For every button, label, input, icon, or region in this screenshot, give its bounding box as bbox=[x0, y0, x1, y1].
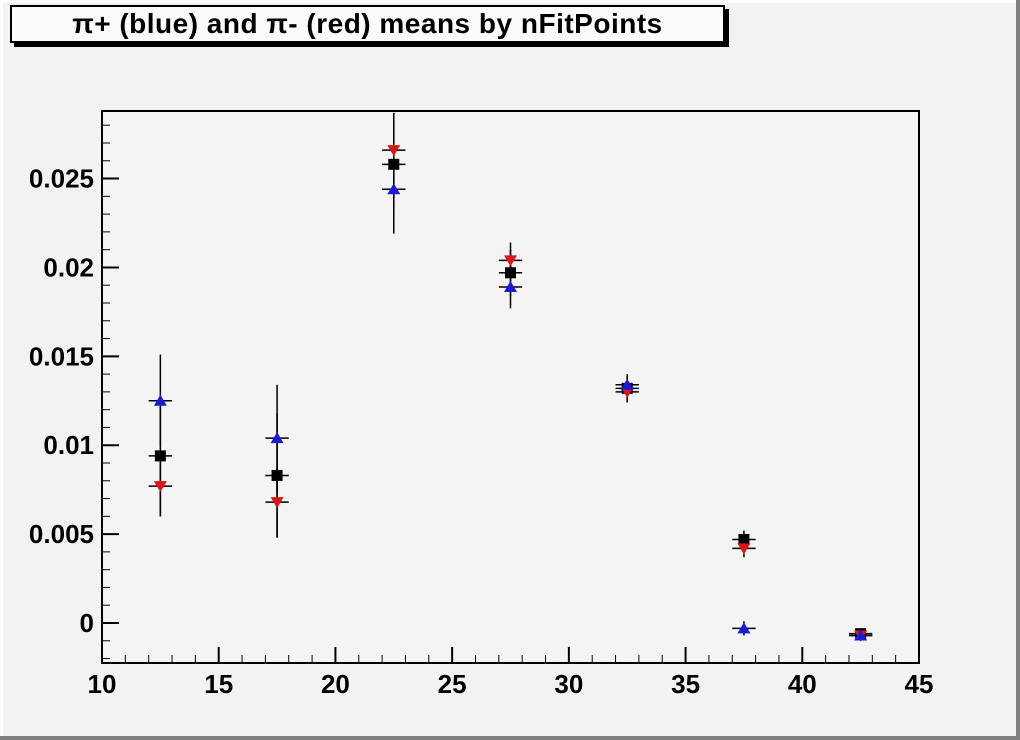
marker-triangle-up bbox=[270, 432, 284, 444]
marker-square bbox=[738, 533, 750, 545]
marker-triangle-up bbox=[620, 378, 634, 390]
canvas-bevel-right bbox=[1016, 0, 1020, 740]
canvas-bevel-left bbox=[0, 0, 3, 740]
x-tick-label: 15 bbox=[204, 669, 233, 699]
x-tick-label: 35 bbox=[671, 669, 700, 699]
x-tick-label: 20 bbox=[321, 669, 350, 699]
marker-triangle-down bbox=[270, 497, 284, 509]
marker-triangle-down bbox=[387, 145, 401, 157]
y-tick-label: 0 bbox=[80, 608, 94, 638]
marker-square bbox=[154, 450, 166, 462]
marker-triangle-up bbox=[153, 394, 167, 406]
marker-triangle-up bbox=[854, 629, 868, 641]
marker-triangle-up bbox=[387, 183, 401, 195]
x-tick-label: 40 bbox=[788, 669, 817, 699]
y-tick-label: 0.02 bbox=[43, 252, 94, 282]
chart-title: π+ (blue) and π- (red) means by nFitPoin… bbox=[72, 8, 663, 39]
canvas-bevel-top bbox=[0, 0, 1020, 3]
marker-square bbox=[271, 469, 283, 481]
chart-title-box: π+ (blue) and π- (red) means by nFitPoin… bbox=[10, 5, 725, 43]
marker-triangle-down bbox=[504, 255, 517, 267]
x-tick-label: 10 bbox=[88, 669, 117, 699]
y-tick-label: 0.005 bbox=[29, 519, 94, 549]
x-tick-label: 30 bbox=[554, 669, 583, 699]
marker-triangle-down bbox=[153, 481, 167, 493]
marker-triangle-down bbox=[737, 543, 751, 555]
marker-square bbox=[505, 267, 516, 279]
canvas-bevel-bottom bbox=[0, 736, 1020, 740]
y-tick-label: 0.025 bbox=[29, 164, 94, 194]
plot-frame bbox=[101, 110, 920, 664]
y-tick-label: 0.015 bbox=[29, 341, 94, 371]
marker-triangle-up bbox=[737, 622, 751, 634]
x-tick-label: 25 bbox=[438, 669, 467, 699]
marker-square bbox=[388, 158, 400, 170]
marker-triangle-up bbox=[504, 281, 517, 292]
x-tick-label: 45 bbox=[905, 669, 934, 699]
y-tick-label: 0.01 bbox=[43, 430, 94, 460]
